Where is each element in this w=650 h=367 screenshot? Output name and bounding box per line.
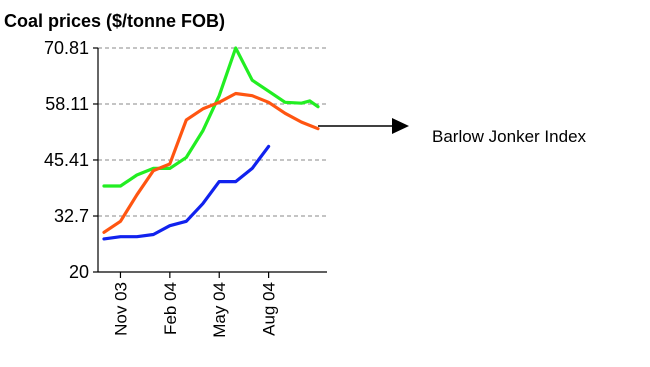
y-tick-labels: 70.81 58.11 45.41 32.7 20 — [44, 38, 98, 282]
y-tick-label: 20 — [69, 262, 89, 282]
y-tick-label: 58.11 — [45, 94, 89, 114]
annotation-label: Barlow Jonker Index — [432, 127, 587, 146]
x-tick-label: Aug 04 — [260, 282, 279, 336]
series-line-1 — [102, 91, 320, 234]
x-tick-label: Feb 04 — [161, 282, 180, 335]
chart-title: Coal prices ($/tonne FOB) — [4, 11, 225, 31]
series-lines — [102, 46, 320, 241]
x-tick-label: May 04 — [210, 282, 229, 338]
y-tick-label: 45.41 — [44, 150, 89, 170]
annotation: Barlow Jonker Index — [318, 118, 587, 146]
annotation-arrow-head — [392, 118, 409, 134]
series-line-2 — [102, 144, 271, 241]
x-tick-labels: Nov 03 Feb 04 May 04 Aug 04 — [111, 272, 279, 338]
y-tick-label: 32.7 — [54, 206, 89, 226]
x-tick-label: Nov 03 — [111, 282, 130, 336]
y-tick-label: 70.81 — [44, 38, 89, 58]
series-line-0 — [102, 46, 320, 188]
